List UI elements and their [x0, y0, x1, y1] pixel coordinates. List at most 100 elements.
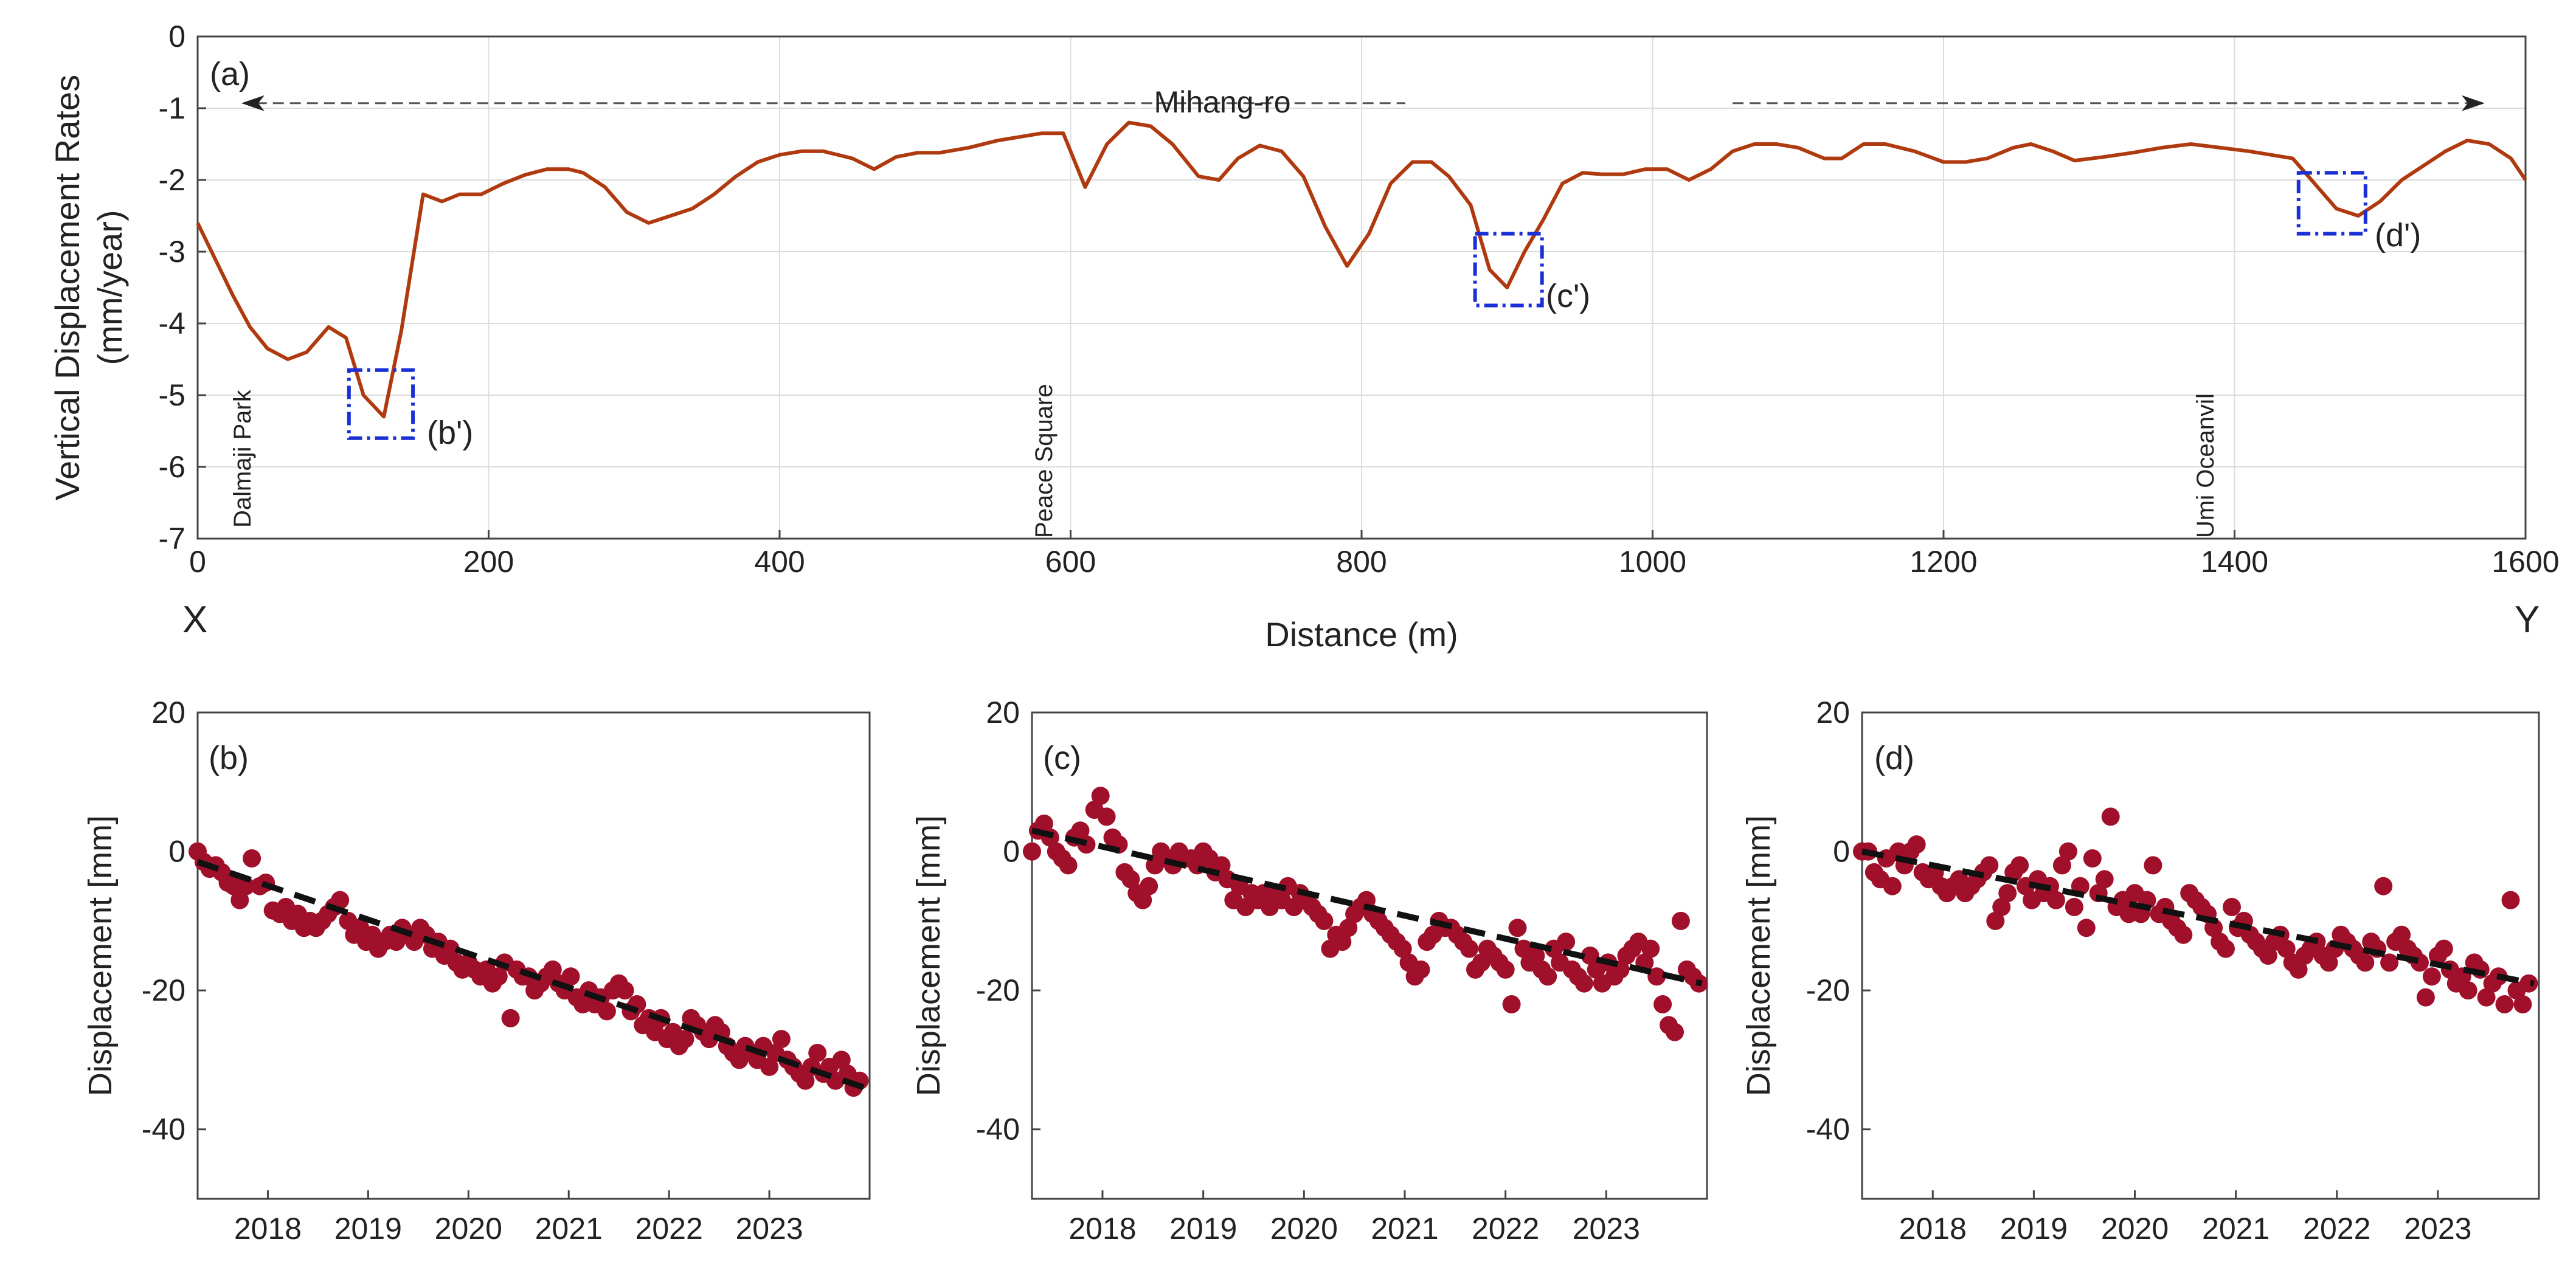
data-point — [2223, 898, 2241, 916]
y-tick-label: 0 — [168, 19, 185, 53]
trend-line — [196, 858, 866, 1091]
data-point — [1666, 1023, 1684, 1041]
data-point — [561, 967, 580, 986]
data-point — [1581, 947, 1599, 965]
x-tick-label: 2023 — [735, 1212, 803, 1246]
x-tick-label: 600 — [1045, 545, 1096, 579]
axis-ticks: 20 0 -20 -40 2018 2019 2020 2021 2022 2023 — [1806, 695, 2472, 1246]
x-tick-label: 2018 — [1899, 1212, 1967, 1246]
data-point — [1393, 939, 1412, 958]
panel-c-timeseries: 20 0 -20 -40 2018 2019 2020 2021 2022 2023 (c) Di… — [910, 695, 1708, 1246]
x-tick-label: 200 — [463, 545, 514, 579]
y-tick-label: 0 — [1833, 835, 1850, 869]
data-point — [2319, 953, 2338, 972]
data-point — [2513, 995, 2532, 1013]
data-point — [1502, 995, 1521, 1013]
data-point — [243, 849, 261, 868]
y-tick-label: -6 — [159, 450, 185, 484]
y-tick-label: -40 — [142, 1113, 185, 1147]
x-tick-label: 2020 — [1270, 1212, 1338, 1246]
data-point — [2459, 981, 2477, 1000]
data-points — [1023, 787, 1708, 1041]
data-point — [1357, 891, 1376, 909]
y-axis-label-line1: Vertical Displacement Rates — [48, 75, 86, 500]
x-tick-label: 2019 — [2000, 1212, 2068, 1246]
data-point — [2217, 939, 2235, 958]
y-axis-label: Displacement [mm] — [910, 815, 947, 1096]
data-point — [1980, 856, 1999, 875]
data-point — [2392, 925, 2411, 944]
y-tick-label: -1 — [159, 91, 185, 125]
data-point — [1121, 870, 1140, 889]
highlight-box — [347, 368, 415, 440]
data-point — [1907, 835, 1926, 854]
data-point — [2174, 925, 2193, 944]
arrow-head-left-icon — [241, 95, 265, 111]
data-point — [1653, 995, 1672, 1013]
data-point — [1539, 967, 1557, 986]
x-tick-label: 2022 — [635, 1212, 703, 1246]
data-point — [1091, 787, 1110, 806]
y-tick-label: -20 — [1806, 973, 1850, 1007]
plot-frame — [196, 711, 871, 1200]
data-point — [1883, 877, 1902, 895]
x-tick-label: 2022 — [1472, 1212, 1539, 1246]
x-tick-label: 800 — [1336, 545, 1387, 579]
panel-label-c: (c) — [1043, 740, 1081, 776]
data-point — [2204, 919, 2223, 937]
y-axis-ticks: 0 -1 -2 -3 -4 -5 -6 -7 — [159, 19, 206, 556]
y-tick-label: -2 — [159, 163, 185, 197]
data-point — [615, 981, 634, 1000]
x-tick-label: 2023 — [2404, 1212, 2471, 1246]
x-tick-label: 2019 — [1169, 1212, 1237, 1246]
y-tick-label: -3 — [159, 235, 185, 269]
data-point — [796, 1071, 815, 1090]
profile-line — [196, 120, 2527, 419]
panel-label-b: (b) — [209, 740, 249, 776]
data-point — [2095, 870, 2114, 889]
data-point — [441, 939, 460, 958]
data-point — [2416, 988, 2435, 1007]
y-tick-label: -20 — [976, 973, 1020, 1007]
data-point — [1992, 898, 2011, 916]
data-point — [1097, 807, 1116, 826]
data-point — [2519, 974, 2538, 993]
data-point — [2477, 988, 2496, 1007]
data-point — [331, 891, 350, 909]
x-tick-label: 2020 — [435, 1212, 502, 1246]
data-point — [597, 1002, 616, 1021]
data-point — [1333, 933, 1352, 951]
endpoint-x: X — [182, 599, 207, 641]
axis-ticks: 20 0 -20 -40 2018 2019 2020 2021 2022 2023 — [976, 695, 1640, 1246]
y-axis-label: Displacement [mm] — [82, 815, 119, 1096]
data-point — [2434, 939, 2453, 958]
data-point — [1134, 891, 1152, 909]
data-point — [1034, 814, 1053, 833]
panel-a-profile-chart: 0 200 400 600 800 1000 1200 1400 1600 0 -1 -2 -3 -4 -… — [48, 19, 2560, 654]
data-point — [1315, 911, 1334, 930]
y-axis-label-line2: (mm/year) — [91, 210, 129, 365]
data-point — [1339, 919, 1358, 937]
data-point — [501, 1009, 520, 1027]
data-point — [2495, 995, 2514, 1013]
data-point — [772, 1030, 791, 1049]
data-point — [543, 960, 562, 979]
y-tick-label: -5 — [159, 378, 185, 412]
data-point — [1574, 974, 1593, 993]
data-points — [189, 842, 869, 1097]
axis-ticks: 20 0 -20 -40 2018 2019 2020 2021 2022 2023 — [142, 695, 803, 1246]
data-point — [2356, 953, 2375, 972]
y-tick-label: -40 — [976, 1113, 1020, 1147]
y-tick-label: -4 — [159, 306, 185, 340]
trend-line — [1031, 827, 1703, 987]
box-label-d-prime: (d') — [2375, 217, 2421, 254]
data-point — [2422, 967, 2441, 986]
data-point — [808, 1044, 827, 1062]
data-point — [832, 1050, 851, 1069]
data-point — [2058, 842, 2077, 861]
data-point — [1071, 821, 1090, 840]
plot-frame — [1861, 711, 2540, 1200]
panel-d-timeseries: 20 0 -20 -40 2018 2019 2020 2021 2022 2023 (d) Di… — [1740, 695, 2540, 1246]
data-point — [2083, 849, 2102, 868]
